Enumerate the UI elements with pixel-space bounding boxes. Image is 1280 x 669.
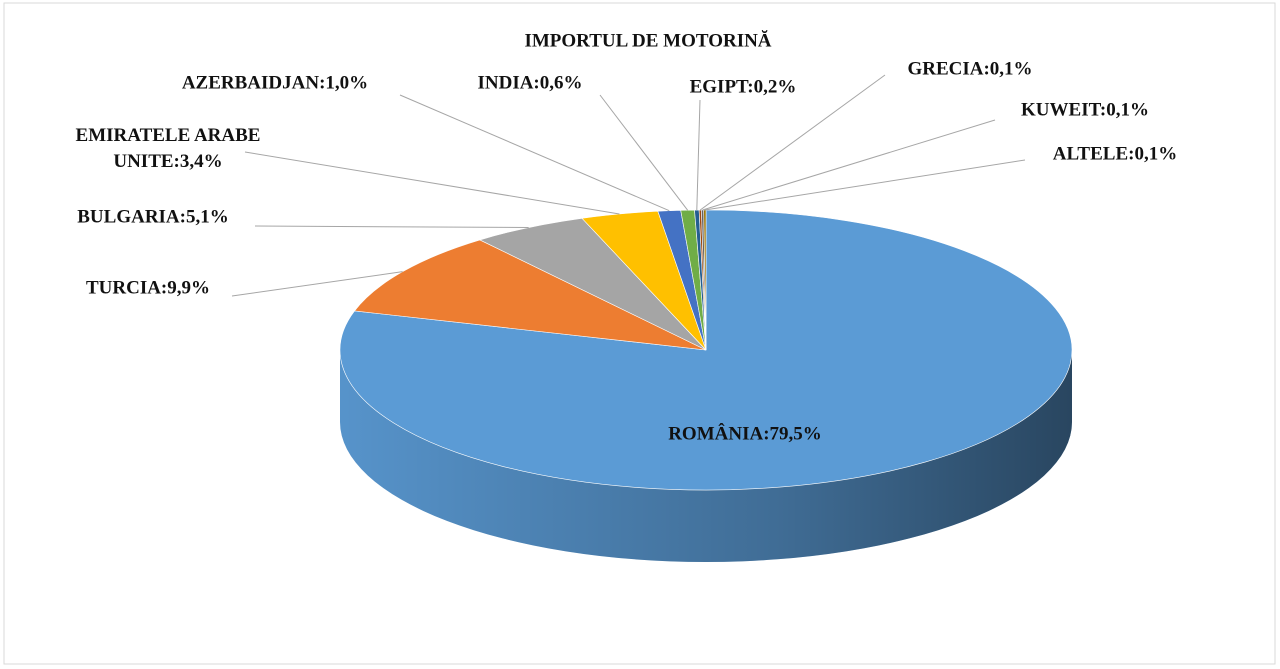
leader-line	[704, 159, 1026, 211]
data-label: EMIRATELE ARABE UNITE:3,4%	[76, 125, 261, 172]
data-label: EGIPT:0,2%	[690, 76, 797, 97]
data-label: ALTELE:0,1%	[1053, 143, 1177, 164]
data-label: BULGARIA:5,1%	[77, 206, 228, 227]
leader-line	[599, 94, 689, 211]
leader-line	[231, 271, 403, 297]
data-label: INDIA:0,6%	[477, 72, 582, 93]
leader-line	[699, 74, 886, 211]
chart-title: IMPORTUL DE MOTORINĂ	[524, 29, 771, 51]
leader-line	[244, 151, 620, 215]
slice	[353, 239, 707, 351]
data-label: GRECIA:0,1%	[907, 58, 1032, 79]
leader-line	[696, 99, 701, 211]
data-label: KUWEIT:0,1%	[1021, 99, 1149, 120]
leader-line	[254, 225, 529, 229]
leader-line	[399, 94, 670, 212]
leader-line	[702, 119, 996, 211]
data-label: TURCIA:9,9%	[86, 277, 210, 298]
data-label: ROMÂNIA:79,5%	[668, 422, 822, 444]
data-label: AZERBAIDJAN:1,0%	[182, 72, 368, 93]
slice-side-shade	[340, 350, 1072, 562]
